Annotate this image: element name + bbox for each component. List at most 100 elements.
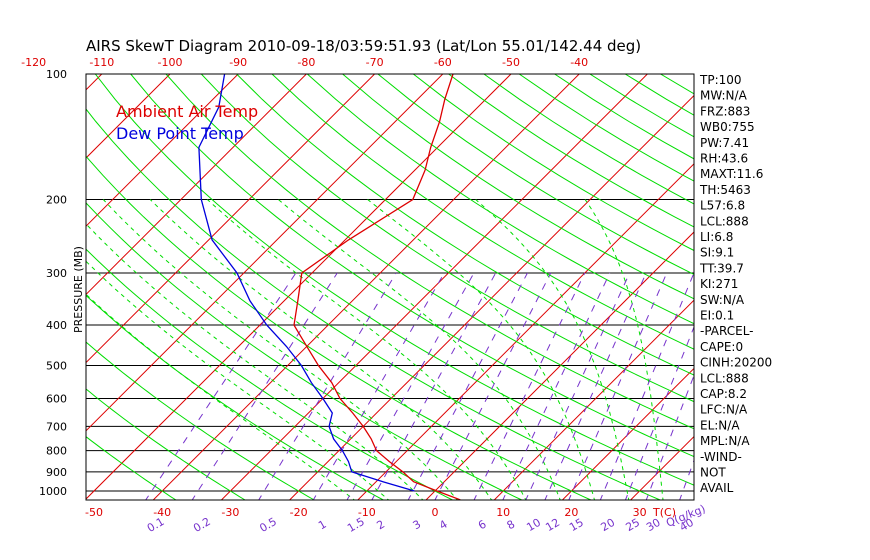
index-item: CAPE:0 bbox=[700, 340, 743, 354]
index-item: TP:100 bbox=[699, 73, 742, 87]
dry-adiabat-line bbox=[86, 248, 454, 500]
legend-ambient-air-temp: Ambient Air Temp bbox=[116, 102, 258, 121]
temperature-tick-label: -10 bbox=[358, 506, 376, 519]
dry-adiabat-line bbox=[86, 388, 247, 500]
temperature-tick-label-top: -40 bbox=[570, 56, 588, 69]
dry-adiabat-line bbox=[342, 74, 694, 300]
index-item: EL:N/A bbox=[700, 418, 740, 432]
pressure-tick-label: 500 bbox=[46, 359, 67, 372]
moist-adiabat-line bbox=[102, 199, 458, 500]
pressure-tick-label: 400 bbox=[46, 319, 67, 332]
pressure-tick-label: 1000 bbox=[39, 485, 67, 498]
background-grid bbox=[0, 65, 694, 502]
mixing-ratio-labels: 0.1 0.2 0.5 1 1.5 2 3 4 6 8 10 12 15 20 25 30 40 bbox=[145, 515, 696, 535]
index-item: PW:7.41 bbox=[700, 136, 749, 150]
index-item: MAXT:11.6 bbox=[700, 167, 763, 181]
moist-adiabat-line bbox=[86, 293, 356, 500]
sounding-profiles bbox=[198, 74, 461, 500]
index-item: LFC:N/A bbox=[700, 403, 748, 417]
isotherm-line bbox=[357, 163, 694, 500]
isotherm-line bbox=[86, 74, 376, 364]
index-item: -WIND- bbox=[700, 450, 742, 464]
moist-adiabat-line bbox=[206, 199, 527, 500]
mixing-ratio-line bbox=[407, 272, 528, 500]
dry-adiabat-line bbox=[377, 74, 694, 275]
mixing-ratio-tick-label: 8 bbox=[505, 518, 518, 533]
mixing-ratio-tick-label: 30 bbox=[644, 516, 663, 534]
isotherm-line bbox=[86, 74, 171, 159]
temperature-tick-label: 20 bbox=[564, 506, 578, 519]
dry-adiabat-line bbox=[236, 74, 694, 376]
pressure-tick-label: 800 bbox=[46, 445, 67, 458]
dry-adiabat-line bbox=[412, 74, 694, 252]
dry-adiabat-line bbox=[200, 74, 694, 403]
index-item: LCL:888 bbox=[700, 371, 749, 385]
pressure-tick-label: 900 bbox=[46, 466, 67, 479]
mixing-ratio-tick-label: 40 bbox=[677, 516, 696, 534]
temperature-tick-label: 0 bbox=[432, 506, 439, 519]
ambient-air-temp-line bbox=[293, 74, 461, 500]
index-item: CINH:20200 bbox=[700, 356, 772, 370]
temperature-tick-label: 30 bbox=[633, 506, 647, 519]
pressure-axis-labels: 100 200 300 400 500 600 700 800 900 1000 bbox=[39, 68, 67, 498]
mixing-ratio-line bbox=[473, 272, 586, 500]
legend-dew-point-temp: Dew Point Temp bbox=[116, 124, 244, 143]
temperature-unit-label: T(C) bbox=[652, 506, 676, 519]
mixing-ratio-tick-label: 6 bbox=[476, 518, 489, 533]
dry-adiabat-line bbox=[86, 108, 662, 500]
index-item: RH:43.6 bbox=[700, 152, 748, 166]
moist-adiabat-line bbox=[149, 199, 493, 500]
isotherm-line bbox=[86, 74, 444, 432]
dew-point-temp-line bbox=[198, 74, 415, 492]
mixing-ratio-tick-label: 12 bbox=[543, 516, 562, 534]
mixing-ratio-tick-label: 4 bbox=[437, 518, 450, 533]
index-item: FRZ:883 bbox=[700, 104, 750, 118]
temperature-tick-label-top: -50 bbox=[502, 56, 520, 69]
index-item: CAP:8.2 bbox=[700, 387, 747, 401]
index-item: MW:N/A bbox=[700, 89, 748, 103]
y-axis-label: PRESSURE (MB) bbox=[72, 246, 85, 333]
index-item: SW:N/A bbox=[700, 293, 745, 307]
isotherm-line bbox=[0, 65, 43, 502]
index-item: LCL:888 bbox=[700, 214, 749, 228]
temperature-tick-label-top: -120 bbox=[21, 56, 46, 69]
temperature-tick-label-top: -70 bbox=[366, 56, 384, 69]
mixing-ratio-line bbox=[346, 272, 475, 500]
mixing-ratio-tick-label: 15 bbox=[567, 516, 586, 534]
dry-adiabat-line bbox=[306, 74, 694, 325]
mixing-ratio-tick-label: 20 bbox=[599, 516, 618, 534]
mixing-ratio-tick-label: 2 bbox=[374, 518, 387, 533]
dry-adiabat-line bbox=[86, 341, 316, 500]
mixing-ratio-line bbox=[434, 272, 552, 500]
isotherm-line bbox=[152, 74, 580, 500]
isotherm-line bbox=[86, 74, 512, 500]
moist-adiabat-line bbox=[367, 199, 596, 500]
temperature-tick-label-top: -90 bbox=[229, 56, 247, 69]
isotherm-line bbox=[425, 231, 694, 500]
index-item: WB0:755 bbox=[700, 120, 755, 134]
pressure-tick-label: 300 bbox=[46, 267, 67, 280]
dry-adiabat-line bbox=[130, 74, 694, 458]
mixing-ratio-tick-label: 0.5 bbox=[257, 515, 279, 535]
moist-adiabat-line bbox=[584, 199, 664, 500]
index-item: SI:9.1 bbox=[700, 246, 734, 260]
temperature-tick-label-top: -110 bbox=[89, 56, 114, 69]
dry-adiabat-line bbox=[86, 436, 177, 500]
index-item: -PARCEL- bbox=[700, 324, 754, 338]
dry-adiabat-line bbox=[94, 74, 694, 486]
isotherm-line bbox=[288, 94, 694, 500]
mixing-ratio-line bbox=[525, 272, 631, 500]
isotherm-line bbox=[86, 74, 103, 91]
mixing-ratio-line bbox=[502, 272, 611, 500]
temperature-tick-label: -40 bbox=[153, 506, 171, 519]
mixing-ratio-line bbox=[145, 272, 297, 500]
dry-adiabat-line bbox=[660, 74, 694, 95]
chart-title: AIRS SkewT Diagram 2010-09-18/03:59:51.9… bbox=[86, 37, 641, 55]
isotherm-line bbox=[493, 299, 694, 500]
isotherm-line bbox=[561, 367, 694, 500]
temperature-axis-labels-bottom: -50 -40 -30 -20 -10 0 10 20 30 bbox=[85, 506, 647, 519]
mixing-ratio-tick-label: 0.2 bbox=[191, 515, 213, 535]
isotherm-line bbox=[86, 74, 239, 227]
